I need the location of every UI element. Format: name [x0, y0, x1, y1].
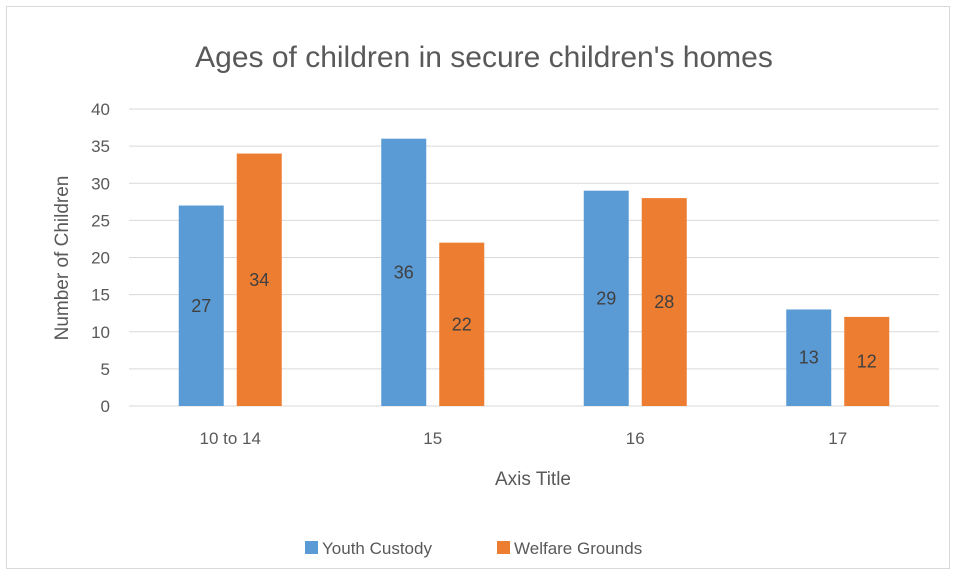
legend-swatch — [497, 541, 510, 554]
bar — [786, 309, 832, 406]
bar — [439, 242, 485, 406]
data-label: 22 — [452, 314, 472, 334]
data-label: 29 — [596, 288, 616, 308]
y-axis-title: Number of Children — [52, 176, 73, 341]
bar — [844, 316, 890, 406]
data-label: 34 — [249, 270, 269, 290]
y-tick-label: 10 — [91, 323, 110, 342]
bar — [641, 198, 687, 406]
data-label: 12 — [857, 351, 877, 371]
bar — [236, 153, 282, 406]
x-axis-title: Axis Title — [495, 469, 571, 490]
data-label: 28 — [654, 292, 674, 312]
bar — [583, 190, 629, 406]
bars — [178, 138, 890, 406]
y-tick-label: 0 — [101, 397, 110, 416]
y-tick-label: 5 — [101, 360, 110, 379]
x-tick-label: 17 — [828, 429, 847, 448]
legend-swatch — [305, 541, 318, 554]
bar — [178, 205, 224, 406]
chart-title: Ages of children in secure children's ho… — [195, 41, 773, 74]
x-tick-label: 10 to 14 — [200, 429, 261, 448]
legend: Youth Custody Welfare Grounds — [305, 539, 642, 558]
y-tick-label: 40 — [91, 100, 110, 119]
data-label: 36 — [394, 262, 414, 282]
x-tick-label: 16 — [626, 429, 645, 448]
data-label: 13 — [799, 348, 819, 368]
y-axis-ticks: 0 5 10 15 20 25 30 35 40 — [91, 100, 110, 416]
y-tick-label: 35 — [91, 137, 110, 156]
y-tick-label: 15 — [91, 286, 110, 305]
data-label: 27 — [191, 296, 211, 316]
x-axis-ticks: 10 to 14 15 16 17 — [200, 429, 848, 448]
y-tick-label: 25 — [91, 211, 110, 230]
x-tick-label: 15 — [423, 429, 442, 448]
bar — [381, 138, 427, 406]
y-tick-label: 30 — [91, 174, 110, 193]
data-labels: 27 34 36 22 29 28 13 12 — [191, 262, 877, 371]
y-tick-label: 20 — [91, 249, 110, 268]
legend-label: Youth Custody — [322, 539, 432, 558]
legend-label: Welfare Grounds — [514, 539, 642, 558]
